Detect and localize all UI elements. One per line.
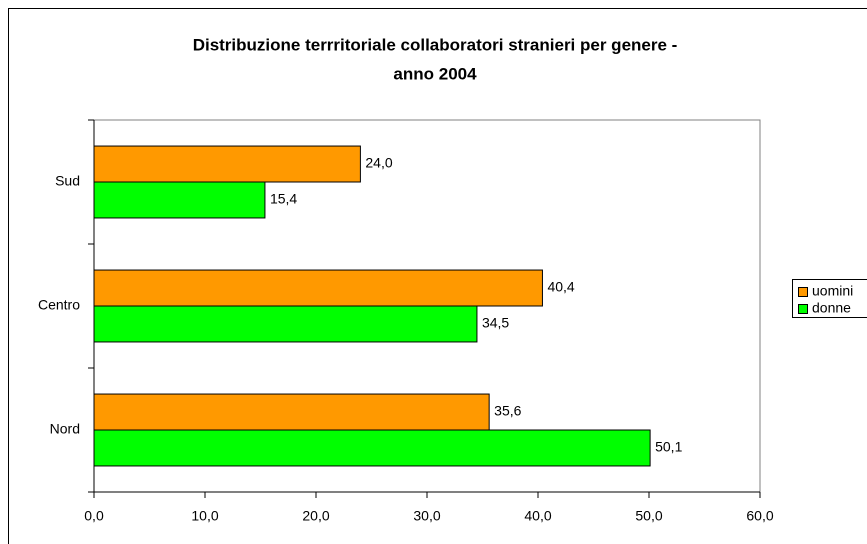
y-tick-label: Centro [38, 297, 80, 313]
value-label: 35,6 [494, 403, 521, 419]
x-tick-label: 50,0 [635, 508, 662, 524]
chart-title: Distribuzione terrritoriale collaborator… [193, 35, 678, 54]
legend-label: uomini [812, 283, 853, 299]
value-label: 50,1 [655, 439, 682, 455]
value-label: 15,4 [270, 191, 297, 207]
bar [93, 145, 361, 183]
legend-swatch [798, 304, 808, 314]
x-tick-label: 0,0 [84, 508, 104, 524]
bar [93, 429, 651, 467]
value-label: 24,0 [365, 155, 392, 171]
bar [93, 181, 266, 219]
bar [93, 393, 490, 431]
y-tick-label: Sud [55, 173, 80, 189]
x-tick-label: 40,0 [524, 508, 551, 524]
value-label: 40,4 [547, 279, 574, 295]
bar [93, 305, 478, 343]
x-tick-label: 30,0 [413, 508, 440, 524]
y-tick-label: Nord [50, 421, 80, 437]
value-label: 34,5 [482, 315, 509, 331]
x-tick-label: 20,0 [302, 508, 329, 524]
chart-subtitle: anno 2004 [393, 64, 477, 83]
legend-label: donne [812, 300, 851, 316]
legend-swatch [798, 287, 808, 297]
x-tick-label: 60,0 [746, 508, 773, 524]
x-tick-label: 10,0 [191, 508, 218, 524]
bar [93, 269, 543, 307]
